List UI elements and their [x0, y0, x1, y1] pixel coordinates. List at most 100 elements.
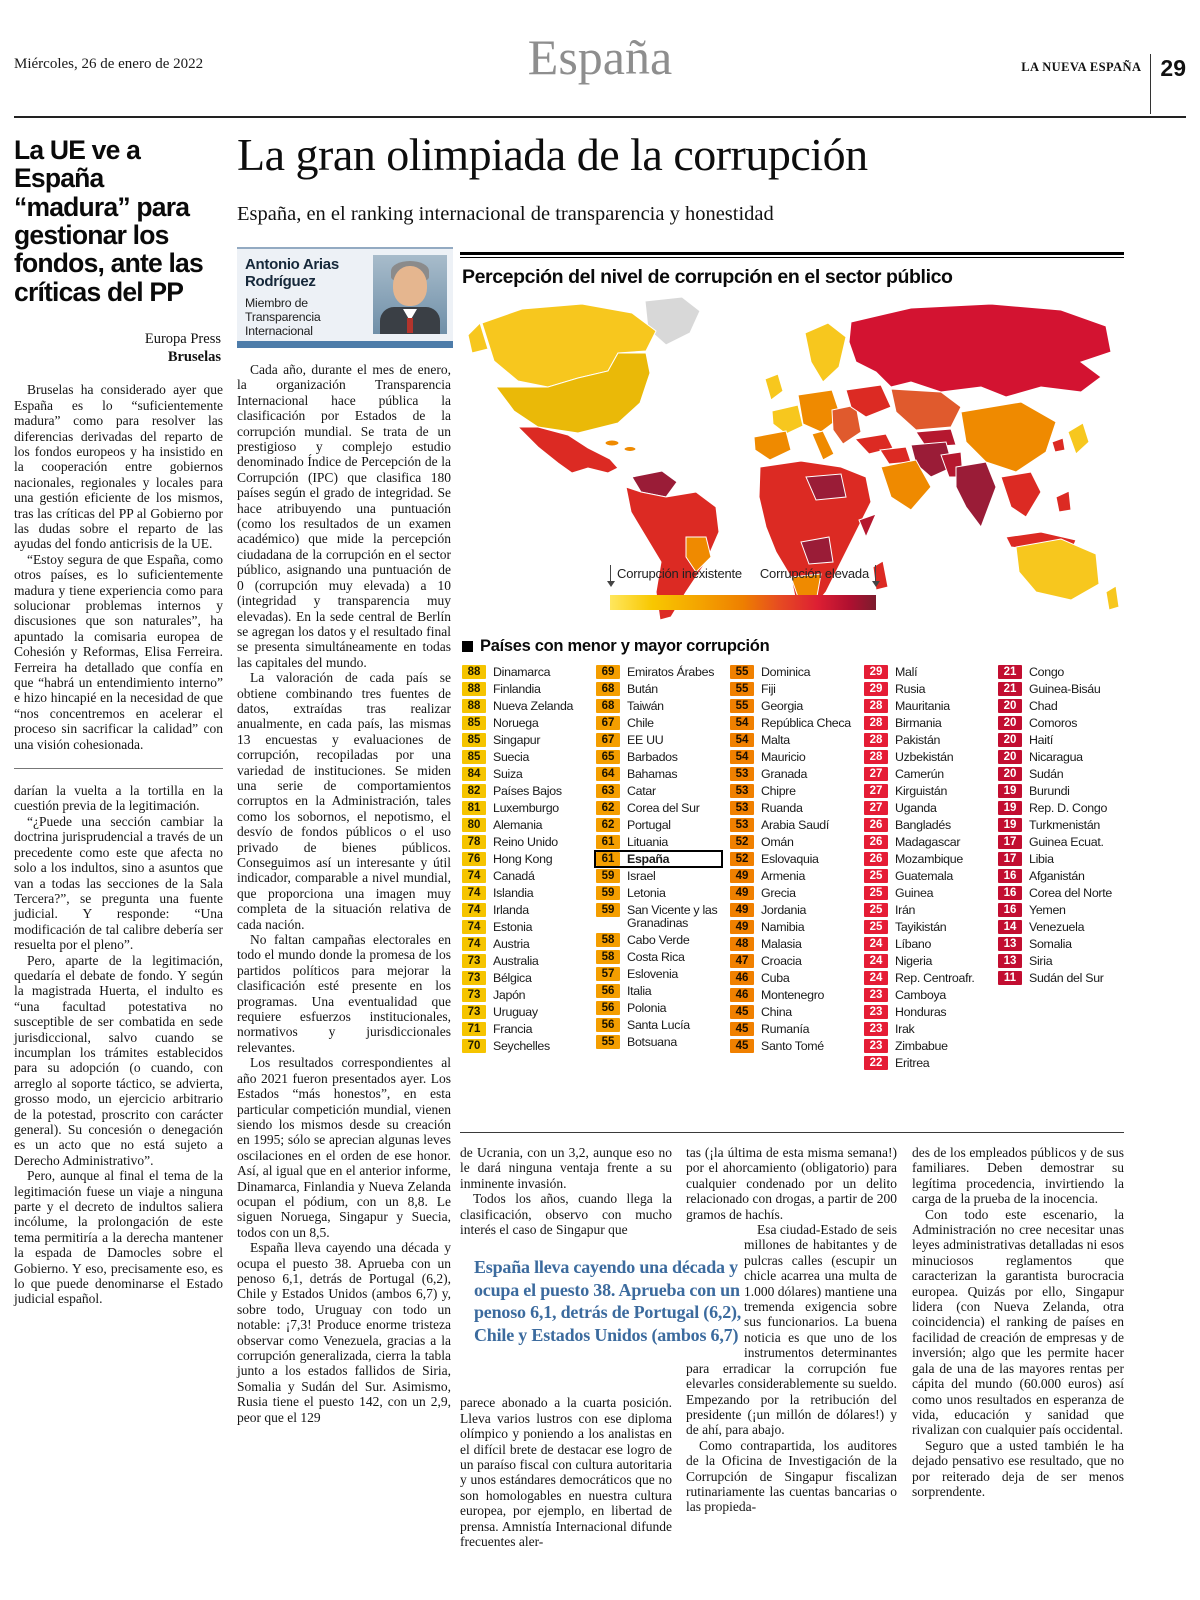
score-badge: 74 — [462, 869, 486, 884]
score-badge: 54 — [730, 716, 754, 731]
rank-row: 85 Noruega — [462, 716, 587, 731]
rank-row: 59 Letonia — [596, 886, 721, 901]
rank-row: 49 Namibia — [730, 920, 855, 935]
map-region-uk — [764, 373, 784, 401]
rank-row: 81 Luxemburgo — [462, 801, 587, 816]
rank-row: 56 Italia — [596, 984, 721, 999]
score-badge: 55 — [596, 1035, 620, 1050]
country-label: Somalia — [1029, 937, 1072, 952]
paragraph: de Ucrania, con un 3,2, aunque eso no le… — [460, 1145, 672, 1191]
rank-row: 62 Corea del Sur — [596, 801, 721, 816]
score-badge: 16 — [998, 886, 1022, 901]
country-label: Dominica — [761, 665, 811, 679]
legend-label-left: Corrupción inexistente — [617, 566, 742, 581]
score-badge: 53 — [730, 801, 754, 816]
score-badge: 61 — [596, 835, 620, 850]
score-badge: 54 — [730, 733, 754, 748]
score-badge: 29 — [864, 682, 888, 697]
country-label: Emiratos Árabes — [627, 665, 715, 679]
rank-row: 28 Birmania — [864, 716, 989, 731]
score-badge: 52 — [730, 835, 754, 850]
map-region-central-europe — [797, 389, 842, 433]
rank-row: 27 Camerún — [864, 767, 989, 782]
score-badge: 88 — [462, 682, 486, 697]
country-label: Guinea-Bisáu — [1029, 682, 1101, 697]
rank-row: 82 Países Bajos — [462, 784, 587, 799]
rank-row: 29 Rusia — [864, 682, 989, 697]
masthead-divider — [1150, 54, 1152, 114]
score-badge: 17 — [998, 835, 1022, 850]
score-badge: 55 — [730, 699, 754, 714]
photo-tie — [407, 318, 413, 333]
country-label: Reino Unido — [493, 835, 558, 850]
country-label: Mauricio — [761, 750, 806, 765]
rank-row: 55 Georgia — [730, 699, 855, 714]
country-label: Guatemala — [895, 869, 953, 884]
score-badge: 23 — [864, 1005, 888, 1020]
score-badge: 54 — [730, 750, 754, 765]
paragraph: Como contrapartida, los auditores de la … — [686, 1437, 897, 1515]
rank-row: 47 Croacia — [730, 954, 855, 969]
rank-row: 53 Arabia Saudí — [730, 818, 855, 833]
rank-row: 24 Nigeria — [864, 954, 989, 969]
country-label: Montenegro — [761, 988, 825, 1003]
paragraph: La valoración de cada país se obtiene co… — [237, 670, 451, 932]
country-label: Malasia — [761, 937, 802, 952]
country-label: Barbados — [627, 750, 678, 765]
score-badge: 25 — [864, 903, 888, 918]
rank-row: 55 Fiji — [730, 682, 855, 697]
author-box: Antonio Arias Rodríguez Miembro de Trans… — [237, 247, 453, 348]
map-region-caribbean-2 — [623, 446, 637, 452]
rank-row: 53 Chipre — [730, 784, 855, 799]
score-badge: 25 — [864, 920, 888, 935]
score-badge: 45 — [730, 1039, 754, 1054]
country-label: Uganda — [895, 801, 937, 816]
country-label: Bangladés — [895, 818, 951, 833]
rank-row: 23 Honduras — [864, 1005, 989, 1020]
score-badge: 28 — [864, 716, 888, 731]
rank-row: 58 Cabo Verde — [596, 933, 721, 948]
rank-row: 73 Uruguay — [462, 1005, 587, 1020]
country-label: Estonia — [493, 920, 533, 935]
country-label: Corea del Norte — [1029, 886, 1112, 901]
country-label: Nueva Zelanda — [493, 699, 574, 714]
column-2-lead: de Ucrania, con un 3,2, aunque eso no le… — [460, 1145, 672, 1237]
map-region-china — [960, 401, 1057, 473]
map-region-scandinavia — [804, 322, 847, 383]
map-legend: Corrupción inexistente Corrupción elevad… — [606, 565, 880, 621]
country-label: República Checa — [761, 716, 851, 731]
rank-row: 17 Libia — [998, 852, 1123, 867]
score-badge: 59 — [596, 869, 620, 884]
paragraph: Esa ciudad-Estado de seis millones de ha… — [686, 1222, 897, 1438]
score-badge: 85 — [462, 716, 486, 731]
country-label: Singapur — [493, 733, 541, 748]
rank-row: 20 Sudán — [998, 767, 1123, 782]
country-label: Libia — [1029, 852, 1054, 867]
country-label: Sudán del Sur — [1029, 971, 1104, 986]
score-badge: 64 — [596, 767, 620, 782]
article-divider — [14, 768, 223, 770]
paragraph: Cada año, durante el mes de enero, la or… — [237, 362, 451, 670]
ranking-column-5: 21 Congo 21 Guinea-Bisáu 20 Chad 20 Comoros 20 Ha… — [998, 665, 1123, 1070]
country-label: Rep. Centroafr. — [895, 971, 975, 986]
rank-row: 73 Australia — [462, 954, 587, 969]
country-label: Cuba — [761, 971, 790, 986]
score-badge: 23 — [864, 1039, 888, 1054]
rank-row: 59 San Vicente y las Granadinas — [596, 903, 721, 930]
main-article-column-3: tas (¡la última de esta misma semana!) p… — [686, 1145, 897, 1515]
country-label: Omán — [761, 835, 794, 850]
country-label: Honduras — [895, 1005, 947, 1020]
paragraph: Seguro que a usted también le ha dejado … — [912, 1437, 1124, 1499]
country-label: Chad — [1029, 699, 1058, 714]
rank-row: 88 Finlandia — [462, 682, 587, 697]
rank-row: 49 Grecia — [730, 886, 855, 901]
map-region-greenland — [644, 296, 701, 346]
country-label: Haití — [1029, 733, 1053, 748]
map-region-japan — [1067, 422, 1090, 455]
rank-row: 27 Uganda — [864, 801, 989, 816]
rank-row: 85 Suecia — [462, 750, 587, 765]
country-label: Costa Rica — [627, 950, 685, 965]
country-label: Eritrea — [895, 1056, 930, 1071]
score-badge: 70 — [462, 1039, 486, 1054]
map-region-se-asia — [1000, 471, 1042, 518]
